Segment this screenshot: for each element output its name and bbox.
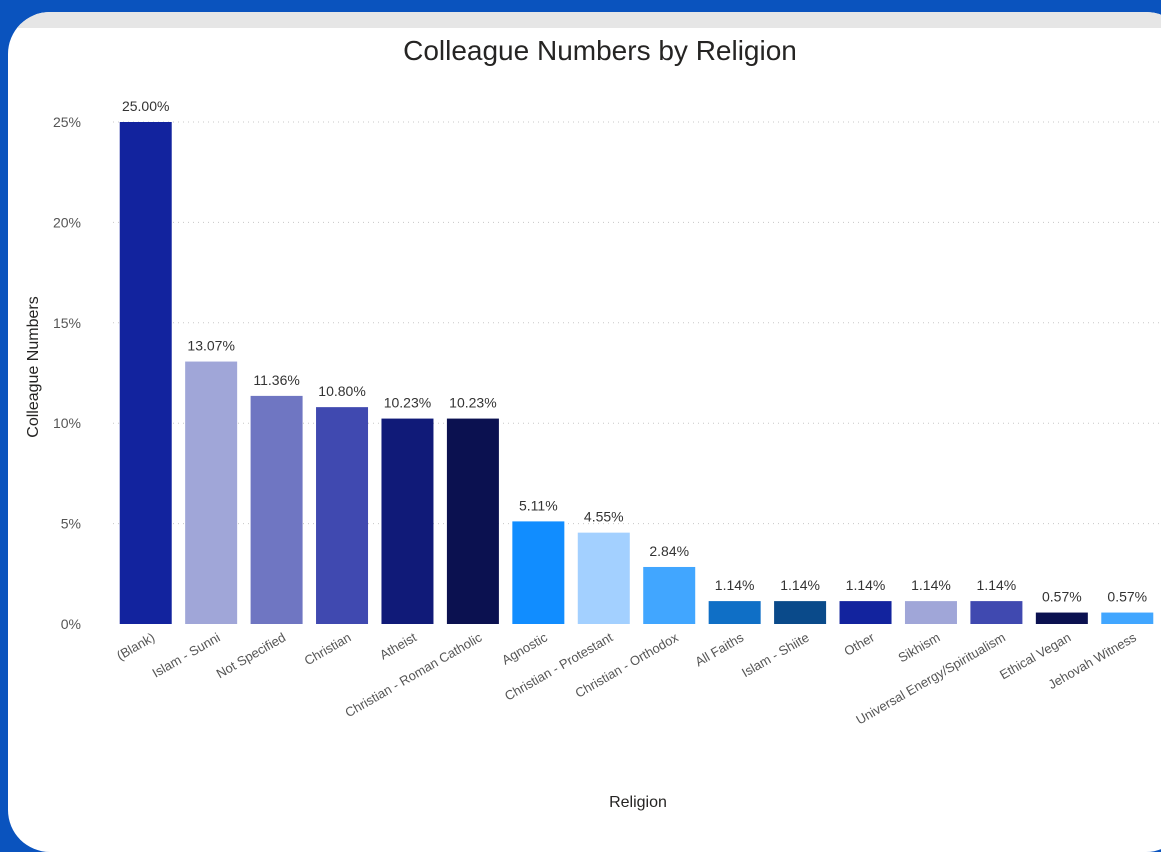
bar[interactable] [708,601,761,624]
category-label: Islam - Shiite [739,630,812,681]
data-label: 2.84% [649,543,689,559]
bar[interactable] [1035,612,1088,624]
data-label: 25.00% [122,98,169,114]
data-label: 10.23% [384,395,431,411]
category-label: Other [841,629,877,659]
y-axis-title: Colleague Numbers [25,296,42,437]
data-label: 5.11% [519,497,558,513]
y-tick-label: 5% [61,516,81,532]
data-label: 11.36% [253,372,299,388]
bar[interactable] [904,601,957,624]
bar[interactable] [250,395,303,624]
y-tick-label: 0% [61,616,81,632]
y-axis-ticks: 0% 5% 10% 15% 20% 25% [53,114,81,632]
chart-card: Colleague Numbers by Religion Colleague … [8,12,1161,852]
data-label: 1.14% [977,577,1017,593]
data-label: 1.14% [846,577,886,593]
y-tick-label: 20% [53,214,81,230]
bar[interactable] [381,418,434,624]
chart-title: Colleague Numbers by Religion [403,35,797,66]
y-tick-label: 25% [53,114,81,130]
bar[interactable] [119,122,172,624]
card-header-strip [8,12,1161,28]
bar[interactable] [839,601,892,624]
data-label: 1.14% [911,577,951,593]
data-label: 0.57% [1042,589,1082,605]
y-tick-label: 15% [53,315,81,331]
bar[interactable] [774,601,827,624]
y-tick-label: 10% [53,415,81,431]
bar[interactable] [512,521,565,624]
bar[interactable] [643,566,696,624]
x-axis-title: Religion [609,794,667,811]
bar[interactable] [185,361,238,624]
bar[interactable] [446,418,499,624]
bar[interactable] [316,407,369,624]
data-label: 1.14% [715,577,755,593]
category-label: All Faiths [692,629,746,669]
category-label: Not Specified [214,630,288,682]
category-label: Christian - Protestant [502,629,616,703]
bar[interactable] [970,601,1023,624]
data-label: 4.55% [584,509,624,525]
category-label: Agnostic [499,629,550,667]
bar[interactable] [1101,612,1154,624]
category-label: Sikhism [896,630,943,666]
data-label: 1.14% [780,577,820,593]
data-labels: 25.00% 13.07% 11.36% 10.80% 10.23% 10.23% 5.11… [122,98,1147,605]
category-label: Atheist [377,629,419,662]
bar[interactable] [577,532,630,624]
bar-chart: Colleague Numbers by Religion Colleague … [25,35,1160,811]
category-label: Islam - Sunni [149,630,222,681]
data-label: 13.07% [187,338,234,354]
data-label: 0.57% [1107,589,1147,605]
data-label: 10.80% [318,383,365,399]
category-label: (Blank) [114,630,157,664]
bars [119,122,1154,624]
category-label: Christian [302,630,354,669]
data-label: 10.23% [449,395,496,411]
